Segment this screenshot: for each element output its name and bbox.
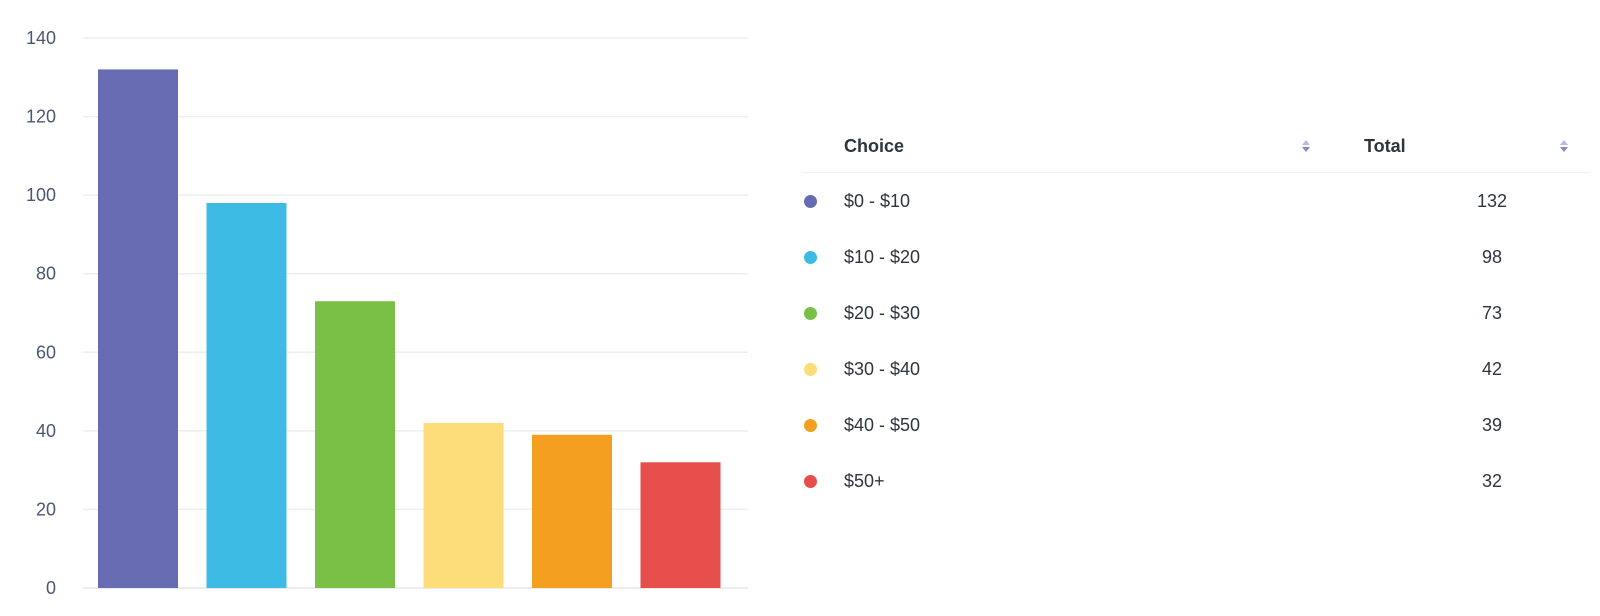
bar[interactable]: [98, 69, 178, 588]
y-tick-label: 0: [46, 578, 56, 598]
bar[interactable]: [315, 301, 395, 588]
bar[interactable]: [640, 462, 721, 588]
cell-choice: $50+: [844, 470, 885, 491]
cell-total: 73: [1481, 302, 1503, 323]
y-tick-label: 120: [26, 107, 56, 127]
table-body: $0 - $10 132 $10 - $20 98 $20 - $30 73 $30 - $…: [802, 173, 1590, 509]
table-row[interactable]: $30 - $40 42: [802, 341, 1590, 397]
legend-dot-icon: [804, 362, 817, 376]
y-tick-label: 40: [36, 421, 56, 441]
cell-total: 132: [1476, 190, 1508, 211]
legend-dot-icon: [804, 250, 817, 264]
data-table: Choice Total $0 - $10 132 $10 - $20 98 $20 -…: [802, 120, 1590, 509]
cell-choice: $40 - $50: [844, 414, 921, 435]
table-row[interactable]: $40 - $50 39: [802, 397, 1590, 453]
y-tick-label: 80: [36, 264, 56, 284]
column-header-total[interactable]: Total: [1332, 136, 1590, 157]
bar-chart: 0 20 40 60 80 100 120 140: [26, 28, 748, 598]
cell-choice: $20 - $30: [844, 302, 921, 323]
sort-icon[interactable]: [1302, 140, 1310, 152]
cell-choice: $10 - $20: [844, 246, 921, 267]
legend-dot-icon: [804, 194, 817, 208]
column-header-choice-label: Choice: [844, 135, 905, 156]
column-header-total-label: Total: [1364, 135, 1406, 156]
legend-dot-icon: [804, 418, 817, 432]
bar[interactable]: [206, 203, 287, 588]
table-row[interactable]: $50+ 32: [802, 453, 1590, 509]
legend-dot-icon: [804, 306, 817, 320]
cell-total: 32: [1481, 470, 1503, 491]
cell-choice: $0 - $10: [844, 190, 911, 211]
sort-icon[interactable]: [1560, 140, 1568, 152]
table-row[interactable]: $10 - $20 98: [802, 229, 1590, 285]
bar[interactable]: [423, 423, 504, 588]
table-row[interactable]: $0 - $10 132: [802, 173, 1590, 229]
cell-total: 42: [1481, 358, 1503, 379]
legend-dot-icon: [804, 474, 817, 488]
cell-choice: $30 - $40: [844, 358, 921, 379]
y-tick-label: 60: [36, 342, 56, 362]
y-tick-label: 20: [36, 499, 56, 519]
y-tick-label: 140: [26, 28, 56, 48]
cell-total: 39: [1481, 414, 1503, 435]
table-row[interactable]: $20 - $30 73: [802, 285, 1590, 341]
table-header: Choice Total: [802, 120, 1590, 173]
y-tick-label: 100: [26, 185, 56, 205]
bar[interactable]: [532, 434, 612, 588]
cell-total: 98: [1481, 246, 1503, 267]
column-header-choice[interactable]: Choice: [802, 136, 1332, 157]
